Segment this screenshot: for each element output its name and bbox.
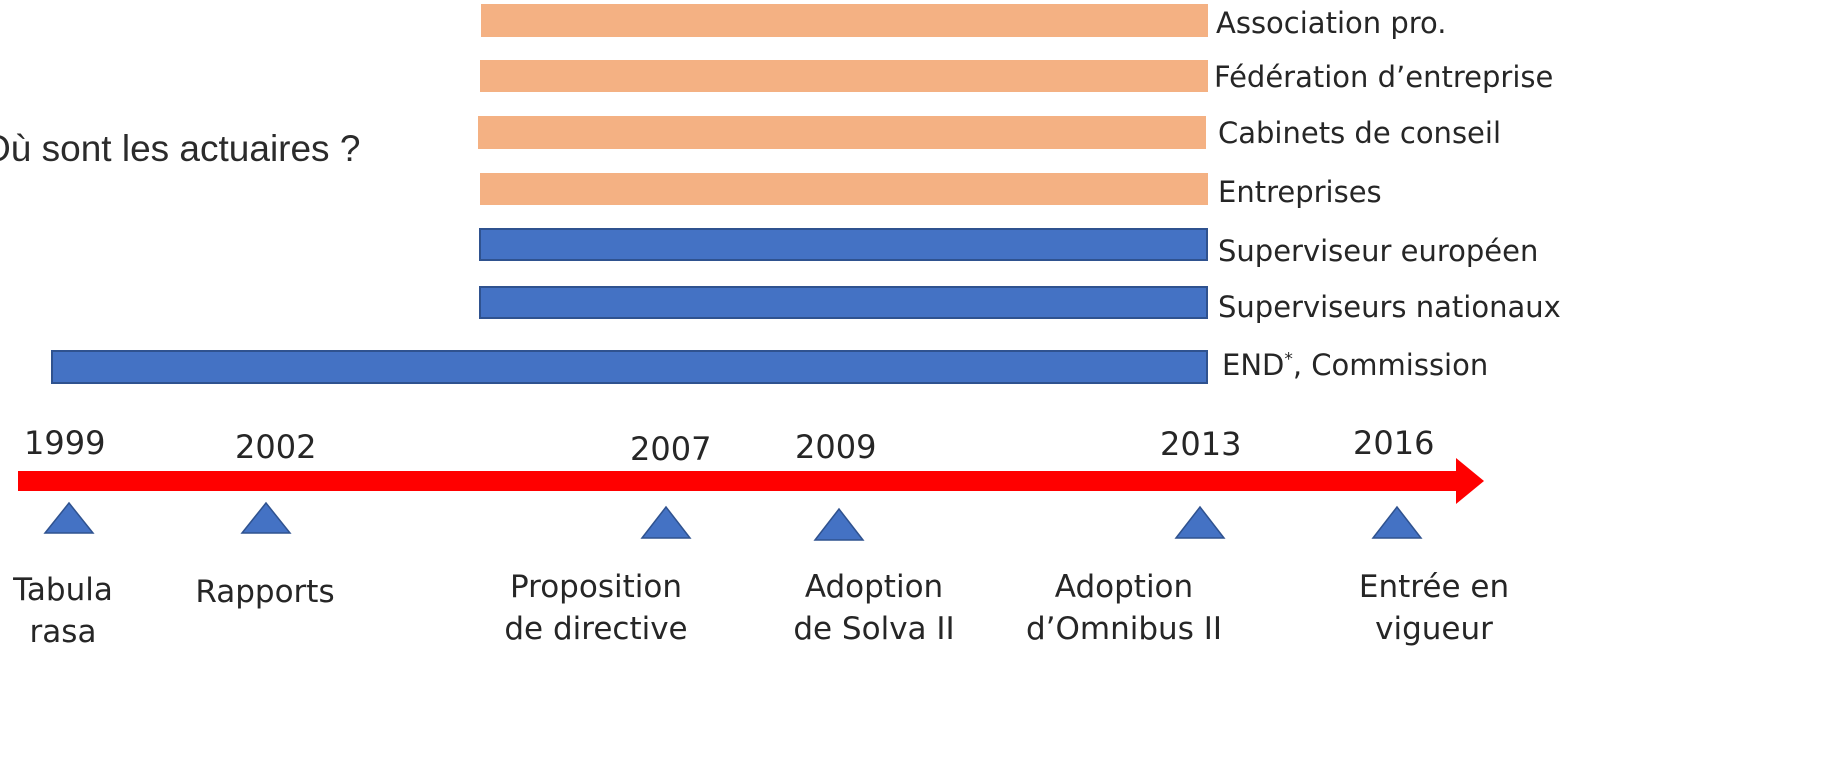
year-2016: 2016 (1353, 424, 1435, 462)
year-2002: 2002 (235, 428, 317, 466)
event-proposition-directive: Proposition de directive (504, 569, 688, 647)
year-2013: 2013 (1160, 425, 1242, 463)
marker-2009-triangle (813, 507, 865, 541)
label-entreprises: Entreprises (1218, 175, 1382, 209)
bar-entreprises (480, 173, 1208, 205)
question-title: Où sont les actuaires ? (0, 128, 361, 169)
event-rapports: Rapports (195, 574, 335, 610)
year-2007: 2007 (630, 430, 712, 468)
label-superviseur-europeen: Superviseur européen (1218, 234, 1539, 268)
year-2009: 2009 (795, 428, 877, 466)
label-association-pro: Association pro. (1216, 6, 1447, 40)
bar-association-pro (481, 4, 1208, 37)
label-cabinets-conseil: Cabinets de conseil (1218, 116, 1502, 150)
bar-federation-entreprise (480, 60, 1208, 92)
year-1999: 1999 (24, 424, 106, 462)
marker-2013-triangle (1174, 505, 1226, 539)
marker-1999-triangle (43, 501, 95, 534)
event-entree-en-vigueur: Entrée en vigueur (1358, 569, 1510, 647)
marker-2016-triangle (1371, 505, 1423, 539)
label-superviseurs-nationaux: Superviseurs nationaux (1218, 290, 1561, 324)
bar-superviseurs-nationaux (479, 286, 1208, 319)
label-end-commission: END*, Commission (1222, 348, 1489, 382)
bar-superviseur-europeen (479, 228, 1208, 261)
marker-2007-triangle (640, 505, 692, 539)
event-adoption-solva-ii: Adoption de Solva II (793, 569, 955, 647)
event-tabula-rasa: Tabula rasa (13, 572, 113, 650)
marker-2002-triangle (240, 501, 292, 534)
bar-end-commission (51, 350, 1208, 384)
label-federation-entreprise: Fédération d’entreprise (1214, 60, 1554, 94)
timeline-arrow (18, 458, 1484, 504)
event-adoption-omnibus-ii: Adoption d’Omnibus II (1025, 569, 1223, 647)
bar-cabinets-conseil (478, 116, 1206, 149)
